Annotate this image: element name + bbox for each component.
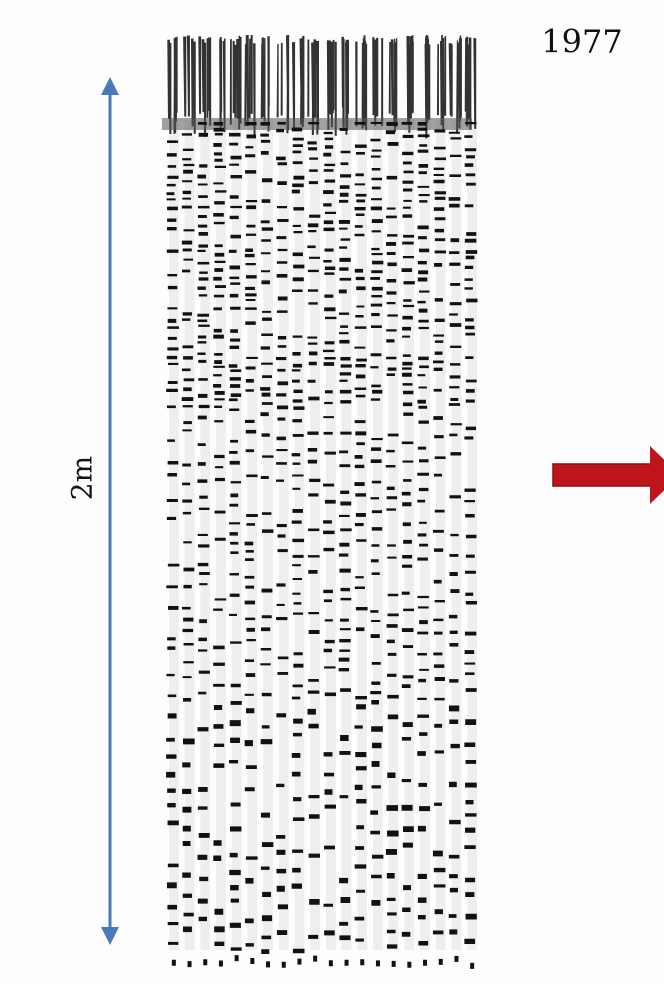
red-arrow-head (650, 446, 664, 504)
red-arrow (552, 446, 664, 504)
scale-label: 2m (66, 456, 99, 500)
gel-top-smear (167, 35, 477, 139)
sequencing-gel (162, 35, 478, 969)
red-arrow-shaft (552, 463, 654, 487)
year-label: 1977 (541, 23, 622, 61)
